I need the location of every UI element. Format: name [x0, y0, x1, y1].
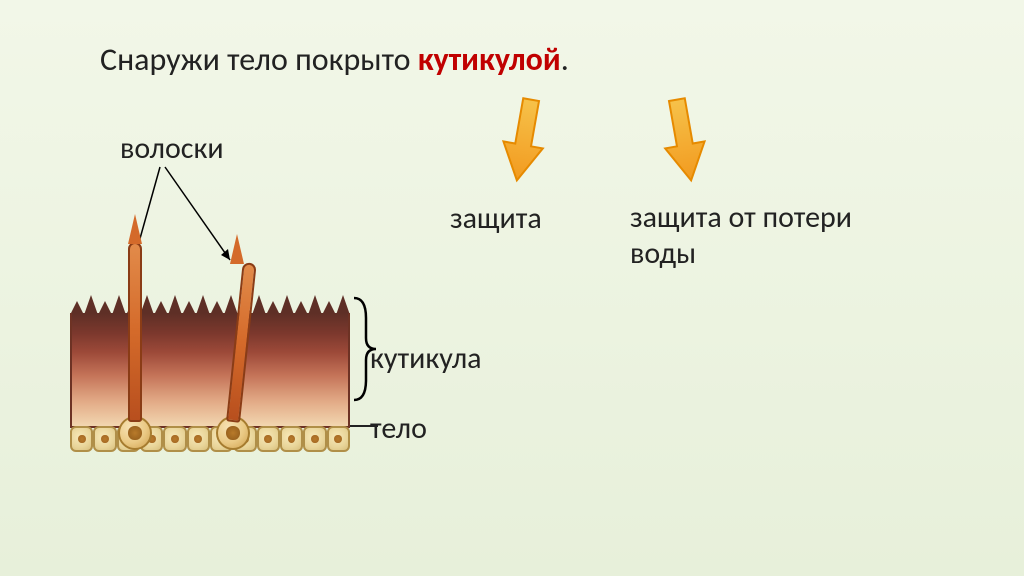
label-cuticle: кутикула — [370, 340, 482, 377]
cuticle-spikes — [70, 293, 350, 315]
pointer-line-body — [350, 425, 378, 427]
cuticle-diagram — [70, 260, 350, 460]
cuticle-layer — [70, 313, 350, 428]
label-water-loss: защита от потери воды — [630, 200, 890, 272]
body-cell-row — [70, 420, 350, 460]
title-suffix: . — [561, 40, 569, 79]
label-protection: защита — [450, 200, 542, 237]
slide-title: Снаружи тело покрыто кутикулой. — [100, 40, 569, 79]
arrow-down-icon — [493, 92, 556, 189]
title-prefix: Снаружи тело покрыто — [100, 40, 418, 79]
arrow-down-icon — [653, 92, 716, 189]
hair-shape — [218, 230, 248, 450]
label-hairs: волоски — [120, 130, 224, 167]
hair-shape — [120, 210, 150, 450]
brace-icon — [350, 294, 378, 404]
label-body: тело — [370, 410, 427, 447]
title-highlight: кутикулой — [418, 40, 561, 79]
